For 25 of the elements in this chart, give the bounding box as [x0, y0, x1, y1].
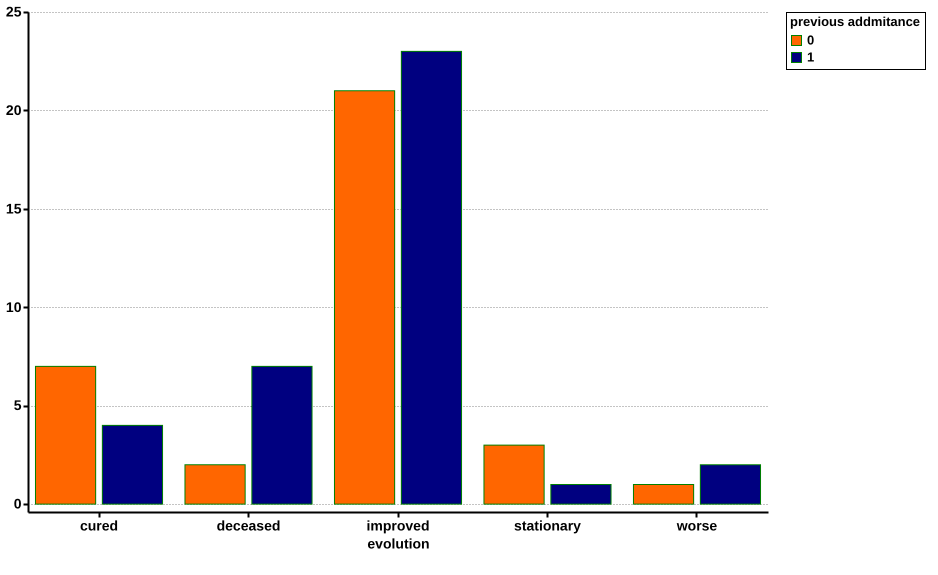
bar [251, 366, 313, 505]
x-tick-label: cured [80, 518, 118, 534]
legend-label: 0 [807, 32, 814, 48]
bar [700, 464, 762, 505]
legend-label: 1 [807, 50, 814, 64]
y-tick-label: 0 [14, 496, 22, 512]
y-tick-label: 15 [6, 200, 22, 216]
y-tick-label: 20 [6, 102, 22, 118]
bar [550, 484, 612, 505]
bar [184, 464, 246, 505]
bar [400, 50, 462, 505]
x-tick-label: improved [366, 518, 430, 534]
x-tick-label: deceased [216, 518, 280, 534]
bar [632, 484, 694, 505]
x-axis-title: evolution [367, 536, 430, 552]
y-tick-label: 25 [6, 4, 22, 20]
x-tick-label: stationary [514, 518, 582, 534]
bar [334, 90, 396, 505]
y-tick-label: 10 [6, 298, 22, 315]
x-tick-label: worse [676, 518, 718, 534]
bar [34, 366, 96, 505]
legend-title: previous addmitance [790, 14, 920, 29]
bar [483, 444, 545, 505]
y-tick-label: 5 [14, 397, 22, 414]
bar [102, 424, 164, 505]
